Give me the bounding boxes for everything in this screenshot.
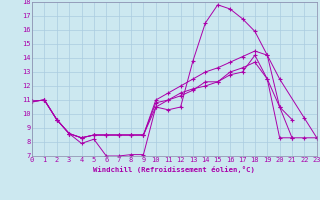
- X-axis label: Windchill (Refroidissement éolien,°C): Windchill (Refroidissement éolien,°C): [93, 166, 255, 173]
